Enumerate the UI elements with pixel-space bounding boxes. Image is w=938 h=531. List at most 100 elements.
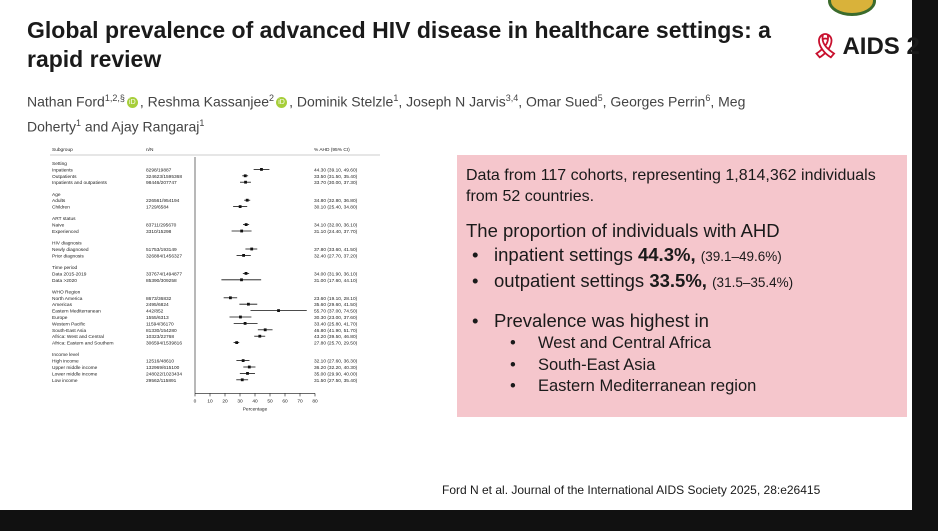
- row-n: 85390/309258: [146, 278, 177, 284]
- row-n: 132969/615100: [146, 365, 180, 371]
- point-estimate: [238, 205, 242, 208]
- row-label: Newly diagnosed: [52, 247, 89, 253]
- row-n: 12516/48610: [146, 359, 174, 365]
- point-estimate: [246, 372, 249, 375]
- row-label: Europe: [52, 315, 68, 321]
- red-ribbon-icon: 🎗︎: [810, 33, 841, 60]
- row-n: 324623/1595368: [146, 174, 182, 180]
- point-estimate: [243, 174, 247, 178]
- row-estimate-text: 33.70 (30.00, 37.30): [314, 180, 358, 186]
- row-label: Low income: [52, 378, 78, 384]
- author-name: Nathan Ford: [27, 93, 105, 110]
- x-tick-label: 30: [237, 398, 243, 404]
- row-n: 337674/1494877: [146, 271, 182, 277]
- row-estimate-text: 31.00 (17.60, 44.10): [314, 278, 358, 284]
- row-n: 11594/36170: [146, 321, 174, 327]
- highest-list: Prevalence was highest in West and Centr…: [466, 309, 898, 398]
- point-estimate: [240, 378, 244, 382]
- slide: Global prevalence of advanced HIV diseas…: [0, 0, 912, 510]
- group-label: Setting: [52, 161, 67, 167]
- region-item: West and Central Africa: [466, 333, 898, 355]
- row-n: 83711/295670: [146, 223, 177, 229]
- row-n: 51753/193149: [146, 247, 177, 253]
- point-estimate: [241, 359, 245, 362]
- row-label: Eastern Mediterranean: [52, 309, 101, 315]
- setting-value: 44.3%,: [637, 244, 696, 265]
- point-estimate: [250, 247, 254, 251]
- row-estimate-text: 46.80 (41.90, 51.70): [314, 328, 358, 334]
- group-label: Income level: [52, 352, 79, 358]
- author-affiliation: 1,2,§: [104, 93, 125, 103]
- setting-value: 33.5%,: [649, 270, 707, 291]
- x-tick-label: 70: [297, 398, 303, 404]
- author-list: Nathan Ford1,2,§ iD, Reshma Kassanjee2 iD,…: [27, 93, 746, 135]
- author-affiliation: 2: [269, 93, 275, 103]
- row-label: Adults: [52, 198, 66, 204]
- point-estimate: [258, 334, 262, 338]
- row-estimate-text: 31.50 (27.50, 35.40): [314, 378, 358, 384]
- row-label: Inpatients: [52, 167, 73, 173]
- summary-box: Data from 117 cohorts, representing 1,81…: [457, 155, 907, 417]
- point-estimate: [263, 328, 267, 332]
- highest-heading: Prevalence was highest in: [466, 309, 898, 333]
- x-tick-label: 10: [207, 398, 213, 404]
- row-estimate-text: 27.80 (25.70, 29.50): [314, 341, 358, 347]
- point-estimate: [245, 198, 249, 202]
- row-label: Inpatients and outpatients: [52, 180, 108, 186]
- row-label: High income: [52, 359, 79, 365]
- row-estimate-text: 36.20 (32.20, 40.30): [314, 365, 358, 371]
- row-n: 306594/1539816: [146, 341, 182, 347]
- row-label: Data 2015-2019: [52, 271, 87, 277]
- row-label: Data >2020: [52, 278, 77, 284]
- group-label: HIV diagnosis: [52, 241, 82, 247]
- point-estimate: [240, 278, 243, 282]
- point-estimate: [242, 254, 245, 257]
- orcid-icon[interactable]: iD: [126, 97, 138, 109]
- logo-text: AIDS 2: [842, 33, 920, 60]
- point-estimate: [229, 296, 232, 300]
- row-label: North America: [52, 296, 83, 302]
- author-name: Omar Sued: [526, 93, 598, 110]
- row-n: 8298/19887: [146, 167, 172, 173]
- row-n: 326884/1456327: [146, 253, 182, 259]
- row-estimate-text: 33.50 (31.50, 35.40): [314, 174, 358, 180]
- row-label: Naive: [52, 223, 65, 229]
- author-name: Reshma Kassanjee: [147, 93, 270, 110]
- row-estimate-text: 30.30 (23.00, 37.60): [314, 315, 358, 321]
- row-label: Africa: West and Central: [52, 334, 104, 340]
- point-estimate: [239, 315, 242, 319]
- row-n: 29562/115891: [146, 378, 177, 384]
- point-estimate: [247, 302, 250, 306]
- x-tick-label: 50: [267, 398, 273, 404]
- x-tick-label: 60: [282, 398, 288, 404]
- region-item: South-East Asia: [466, 355, 898, 377]
- row-estimate-text: 34.80 (32.80, 36.80): [314, 198, 358, 204]
- row-n: 98446/207747: [146, 180, 177, 186]
- region-item: Eastern Mediterranean region: [466, 376, 898, 398]
- orcid-icon[interactable]: iD: [276, 97, 288, 109]
- row-estimate-text: 37.80 (33.60, 41.50): [314, 247, 358, 253]
- point-estimate: [277, 309, 280, 312]
- row-estimate-text: 32.40 (27.70, 37.20): [314, 253, 358, 259]
- point-estimate: [244, 180, 247, 184]
- author-name: Ajay Rangaraj: [111, 118, 200, 135]
- row-n: 248022/1023434: [146, 371, 182, 377]
- group-label: Time period: [52, 265, 77, 271]
- settings-list: inpatient settings 44.3%, (39.1–49.6%) o…: [466, 243, 898, 295]
- row-estimate-text: 55.70 (37.00, 74.50): [314, 309, 358, 315]
- point-estimate: [247, 365, 251, 369]
- setting-ci: (31.5–35.4%): [712, 275, 794, 290]
- row-label: Lower middle income: [52, 371, 98, 377]
- group-label: Age: [52, 192, 61, 198]
- cohorts-text: Data from 117 cohorts, representing 1,81…: [466, 167, 876, 205]
- row-n: 81330/154280: [146, 328, 177, 334]
- conference-seal-icon: [828, 0, 876, 16]
- author-name: Meg Doherty: [27, 93, 746, 135]
- row-estimate-text: 35.60 (29.60, 41.50): [314, 302, 358, 308]
- row-n: 226561/954194: [146, 198, 180, 204]
- row-estimate-text: 32.10 (27.60, 36.30): [314, 359, 358, 365]
- row-estimate-text: 34.10 (32.00, 36.10): [314, 223, 358, 229]
- row-estimate-text: 43.20 (39.50, 46.80): [314, 334, 358, 340]
- author-affiliation: 6: [705, 93, 711, 103]
- row-label: Western Pacific: [52, 321, 86, 327]
